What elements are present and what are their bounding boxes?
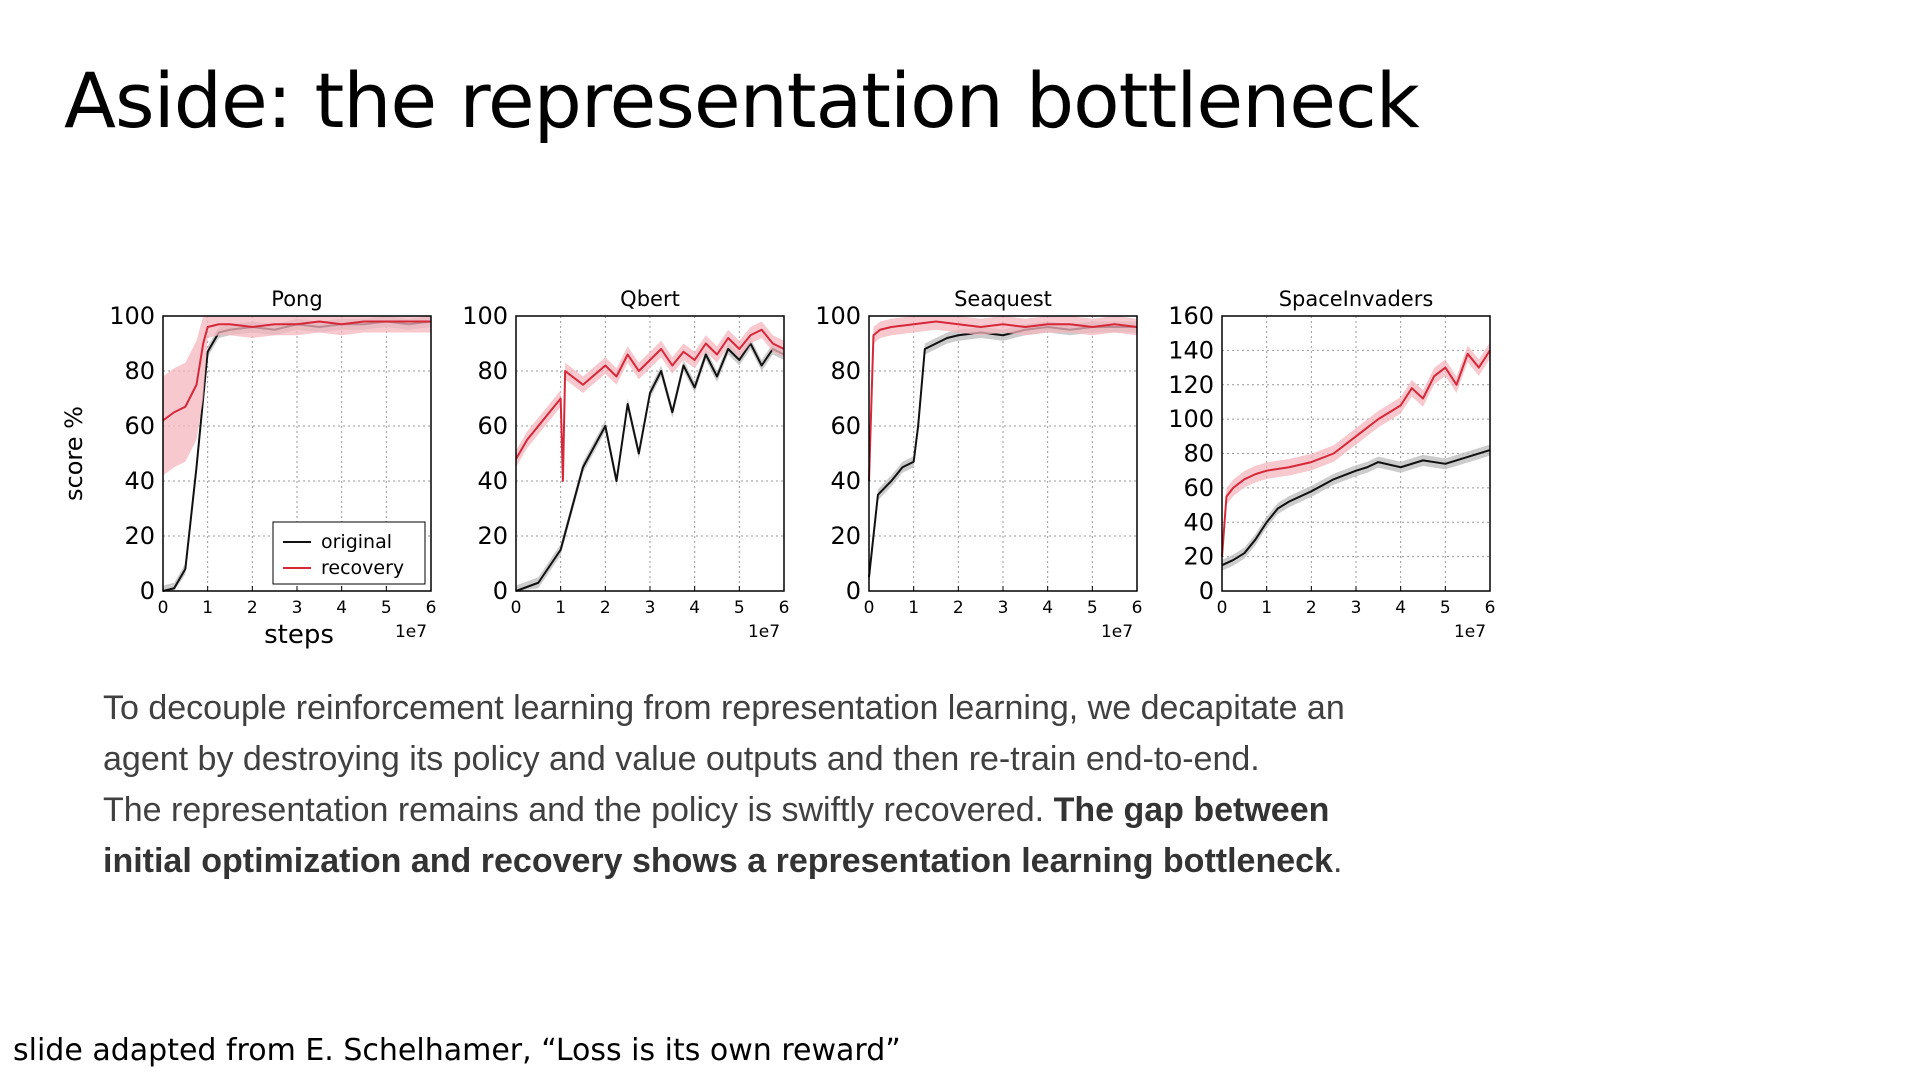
y-tick-label: 80 bbox=[477, 357, 508, 385]
x-tick-label: 6 bbox=[426, 598, 437, 618]
y-tick-label: 0 bbox=[493, 577, 508, 605]
caption-line-4: initial optimization and recovery shows … bbox=[103, 836, 1563, 887]
y-tick-label: 40 bbox=[830, 467, 861, 495]
y-tick-label: 20 bbox=[124, 522, 155, 550]
x-tick-label: 5 bbox=[734, 598, 745, 618]
x-axis-label: steps bbox=[264, 620, 334, 650]
x-tick-label: 1 bbox=[555, 598, 566, 618]
y-tick-label: 0 bbox=[140, 577, 155, 605]
x-tick-label: 3 bbox=[645, 598, 656, 618]
series-original-line bbox=[515, 342, 785, 592]
caption-line-1: To decouple reinforcement learning from … bbox=[103, 689, 1345, 727]
y-tick-label: 40 bbox=[1183, 508, 1214, 536]
x-tick-label: 4 bbox=[1395, 598, 1406, 618]
series-recovery-line bbox=[515, 328, 785, 482]
y-tick-label: 100 bbox=[1168, 405, 1214, 433]
x-tick-label: 2 bbox=[600, 598, 611, 618]
y-tick-label: 100 bbox=[462, 302, 508, 330]
x-tick-label: 6 bbox=[1485, 598, 1496, 618]
series-original-line bbox=[1221, 449, 1491, 567]
y-tick-label: 140 bbox=[1168, 336, 1214, 364]
series-recovery-band bbox=[869, 316, 1137, 490]
x-tick-label: 5 bbox=[1440, 598, 1451, 618]
x-tick-label: 5 bbox=[381, 598, 392, 618]
legend-label-original: original bbox=[321, 531, 392, 553]
y-tick-label: 60 bbox=[830, 412, 861, 440]
series-recovery-band bbox=[516, 321, 784, 490]
y-tick-label: 20 bbox=[477, 522, 508, 550]
chart-title: Pong bbox=[271, 287, 322, 311]
slide-title: Aside: the representation bottleneck bbox=[64, 56, 1420, 145]
x-tick-label: 3 bbox=[292, 598, 303, 618]
y-tick-label: 100 bbox=[815, 302, 861, 330]
series-recovery-line bbox=[868, 320, 1138, 482]
y-tick-label: 20 bbox=[830, 522, 861, 550]
y-tick-label: 120 bbox=[1168, 371, 1214, 399]
chart-spaceinvaders: 0 1 2 3 4 5 6020406080100120140160SpaceInvader… bbox=[1168, 287, 1495, 642]
y-tick-label: 80 bbox=[1183, 440, 1214, 468]
y-tick-label: 40 bbox=[477, 467, 508, 495]
legend: original recovery bbox=[272, 521, 426, 585]
x-tick-label: 3 bbox=[1351, 598, 1362, 618]
x-tick-label: 5 bbox=[1087, 598, 1098, 618]
caption-line-3: The representation remains and the polic… bbox=[103, 785, 1563, 836]
chart-title: SpaceInvaders bbox=[1279, 287, 1434, 311]
x-tick-label: 1 bbox=[1261, 598, 1272, 618]
y-tick-label: 40 bbox=[124, 467, 155, 495]
x-tick-label: 0 bbox=[511, 598, 522, 618]
x-multiplier-label: 1e7 bbox=[1454, 622, 1486, 642]
plot-frame bbox=[868, 315, 1138, 592]
series-recovery-line bbox=[1221, 349, 1491, 557]
x-tick-label: 0 bbox=[864, 598, 875, 618]
y-axis-label: score % bbox=[60, 406, 88, 501]
x-tick-label: 1 bbox=[202, 598, 213, 618]
chart-title: Seaquest bbox=[954, 287, 1052, 311]
x-multiplier-label: 1e7 bbox=[748, 622, 780, 642]
caption-line-4-end: . bbox=[1332, 842, 1343, 880]
chart-title: Qbert bbox=[620, 287, 680, 311]
x-tick-label: 6 bbox=[779, 598, 790, 618]
series-recovery-line bbox=[162, 320, 431, 422]
legend-box bbox=[272, 521, 426, 585]
y-tick-label: 60 bbox=[124, 412, 155, 440]
y-tick-label: 0 bbox=[1199, 577, 1214, 605]
footer-credit: slide adapted from E. Schelhamer, “Loss … bbox=[13, 1033, 901, 1068]
y-tick-label: 60 bbox=[1183, 474, 1214, 502]
caption-line-3-bold: The gap between bbox=[1053, 791, 1330, 829]
x-tick-label: 4 bbox=[336, 598, 347, 618]
series-original-band bbox=[516, 338, 784, 591]
x-tick-label: 0 bbox=[158, 598, 169, 618]
x-tick-label: 6 bbox=[1132, 598, 1143, 618]
x-tick-label: 4 bbox=[689, 598, 700, 618]
series-recovery-band bbox=[163, 316, 431, 476]
y-tick-label: 80 bbox=[830, 357, 861, 385]
x-tick-label: 2 bbox=[247, 598, 258, 618]
x-tick-label: 1 bbox=[908, 598, 919, 618]
caption-line-2: agent by destroying its policy and value… bbox=[103, 740, 1260, 778]
x-tick-label: 2 bbox=[1306, 598, 1317, 618]
plot-frame bbox=[1221, 315, 1491, 592]
x-tick-label: 2 bbox=[953, 598, 964, 618]
plot-frame bbox=[515, 315, 785, 592]
x-tick-label: 0 bbox=[1217, 598, 1228, 618]
y-tick-label: 60 bbox=[477, 412, 508, 440]
x-multiplier-label: 1e7 bbox=[395, 622, 427, 642]
x-multiplier-label: 1e7 bbox=[1101, 622, 1133, 642]
x-tick-label: 3 bbox=[998, 598, 1009, 618]
x-tick-label: 4 bbox=[1042, 598, 1053, 618]
plot-frame bbox=[162, 315, 432, 592]
caption-line-4-bold: initial optimization and recovery shows … bbox=[103, 842, 1333, 880]
y-tick-label: 160 bbox=[1168, 302, 1214, 330]
y-tick-label: 0 bbox=[846, 577, 861, 605]
caption-line-3-plain: The representation remains and the polic… bbox=[103, 791, 1054, 829]
y-tick-label: 80 bbox=[124, 357, 155, 385]
caption: To decouple reinforcement learning from … bbox=[103, 683, 1563, 887]
y-tick-label: 100 bbox=[109, 302, 155, 330]
legend-label-recovery: recovery bbox=[321, 557, 404, 579]
y-tick-label: 20 bbox=[1183, 543, 1214, 571]
